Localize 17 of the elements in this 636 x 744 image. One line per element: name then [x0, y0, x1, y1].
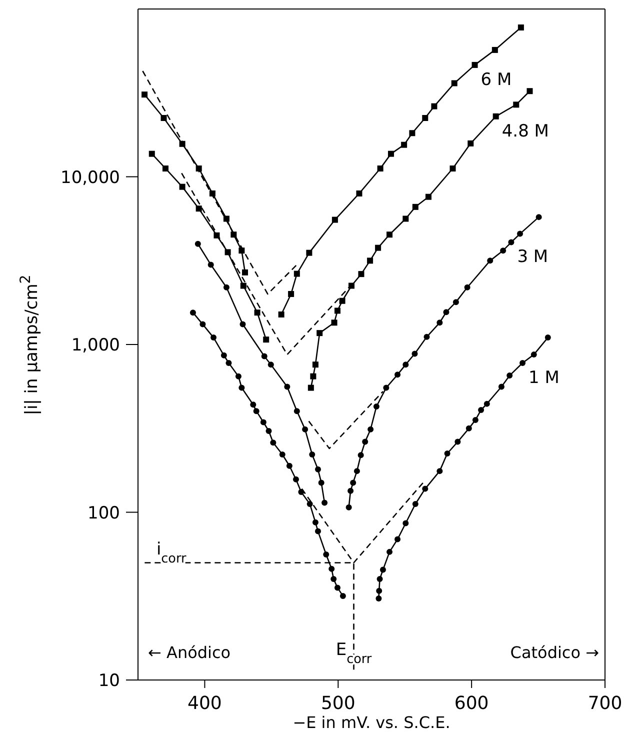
x-tick-label: 400 — [188, 692, 222, 714]
series-label: 6 M — [480, 70, 512, 90]
y-tick-label: 100 — [88, 503, 120, 524]
series-label: 1 M — [528, 368, 560, 388]
annotation: Catódico → — [510, 643, 599, 662]
x-tick-label: 700 — [588, 692, 622, 714]
x-axis-title: −E in mV. vs. S.C.E. — [292, 713, 450, 732]
series-label: 4.8 M — [502, 121, 549, 142]
x-tick-label: 600 — [454, 692, 489, 714]
y-tick-label: 1,000 — [71, 336, 120, 356]
annotation: E$_{corr}$ — [336, 640, 372, 667]
y-tick-label: 10 — [98, 671, 120, 692]
series-label: 3 M — [517, 247, 548, 268]
annotation: i$_{corr}$ — [156, 540, 188, 566]
annotation: ← Anódico — [148, 643, 231, 662]
x-tick-label: 500 — [320, 692, 356, 714]
y-tick-label: 10,000 — [60, 168, 120, 188]
